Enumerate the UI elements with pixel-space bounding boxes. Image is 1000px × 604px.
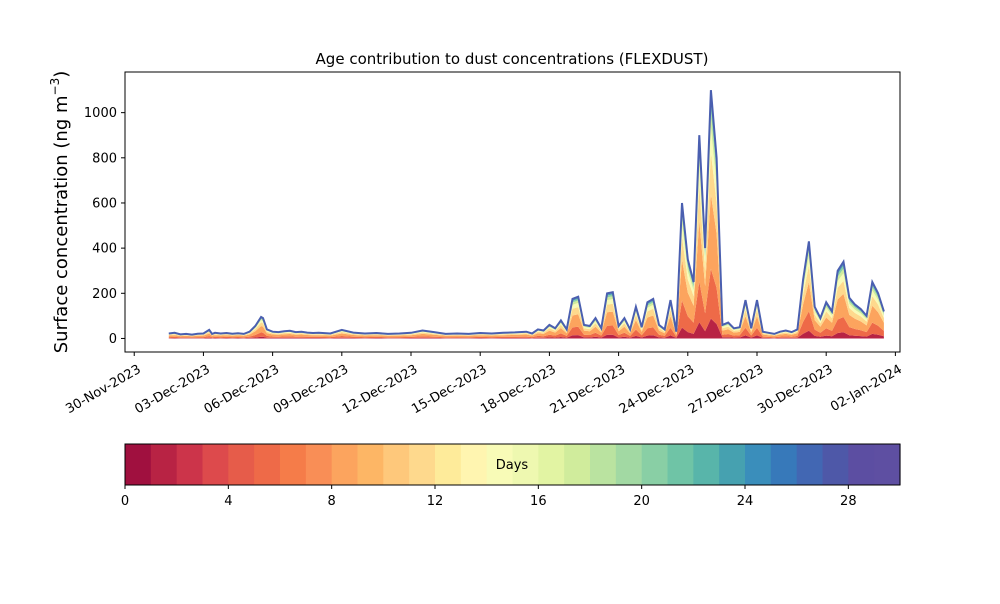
colorbar-tick-label: 12 [427,494,444,509]
y-tick-label: 600 [92,196,117,211]
colorbar-segment [254,444,281,485]
x-tick-label: 24-Dec-2023 [617,362,697,417]
y-tick-label: 800 [92,151,117,166]
y-tick-label: 1000 [84,106,117,121]
plot-frame [124,71,901,353]
colorbar-segment [228,444,255,485]
x-axis: 30-Nov-202303-Dec-202306-Dec-202309-Dec-… [63,352,905,417]
total-concentration-line [168,90,885,336]
colorbar-tick-label: 16 [530,494,547,509]
colorbar-segment [848,444,875,485]
colorbar-frame [124,443,901,486]
colorbar-segment [202,444,229,485]
colorbar-segment [538,444,565,485]
age-layer-9-12 [168,152,884,337]
x-tick-label: 02-Jan-2024 [828,362,905,415]
colorbar-segment [667,444,694,485]
age-layer-27-30 [168,90,884,335]
age-layer-6-9 [168,194,884,338]
y-tick-label: 400 [92,242,117,257]
y-axis-label-superscript: −3 [48,78,62,96]
colorbar-segment [564,444,591,485]
colorbar-segment [590,444,617,485]
colorbar-segment [719,444,746,485]
colorbar-segment [486,444,514,485]
x-tick-label: 30-Dec-2023 [755,362,835,417]
colorbar-tick-label: 20 [633,494,650,509]
colorbar-segment [874,444,901,485]
colorbar-segment [150,444,178,485]
x-tick-label: 12-Dec-2023 [340,362,420,417]
colorbar-segment [770,444,798,485]
colorbar-segment [409,444,436,485]
age-layer-12-15 [168,127,884,336]
age-layer-15-18 [168,112,884,336]
x-tick-label: 27-Dec-2023 [686,362,766,417]
colorbar-tick-label: 0 [121,494,129,509]
colorbar-segment [512,444,539,485]
colorbar-tick-label: 8 [328,494,336,509]
colorbar-segment [305,444,333,485]
age-layer-21-24 [168,96,884,335]
colorbar-segment [357,444,384,485]
y-axis-label-main: Surface concentration (ng m [51,95,72,353]
age-layer-0-3 [168,318,884,339]
colorbar [125,444,901,485]
colorbar-segment [125,444,152,485]
colorbar-segment [176,444,204,485]
x-tick-label: 15-Dec-2023 [409,362,489,417]
y-axis: 0 200 400 600 800 1000 [84,106,125,347]
y-axis-label-close: ) [51,71,72,78]
age-layer-3-6 [168,268,884,339]
colorbar-segment [615,444,643,485]
colorbar-segment [745,444,772,485]
colorbar-label: Days [496,458,529,473]
x-tick-label: 21-Dec-2023 [548,362,628,417]
colorbar-segment [796,444,824,485]
colorbar-axis: 0 4 8 12 16 20 24 28 [121,485,857,509]
colorbar-tick-label: 24 [737,494,754,509]
y-tick-label: 0 [109,332,117,347]
y-axis-label: Surface concentration (ng m−3) [48,71,72,354]
x-tick-label: 06-Dec-2023 [202,362,282,417]
age-layer-18-21 [168,102,884,335]
y-tick-label: 200 [92,287,117,302]
x-tick-label: 18-Dec-2023 [478,362,558,417]
colorbar-segment [460,444,488,485]
colorbar-segment [693,444,720,485]
x-tick-label: 30-Nov-2023 [63,362,143,417]
age-layer-24-27 [168,92,884,335]
colorbar-tick-label: 4 [224,494,232,509]
colorbar-segment [435,444,462,485]
colorbar-segment [280,444,307,485]
colorbar-segment [383,444,410,485]
x-tick-label: 03-Dec-2023 [132,362,212,417]
x-tick-label: 09-Dec-2023 [271,362,351,417]
colorbar-segment [331,444,359,485]
colorbar-segment [641,444,669,485]
colorbar-tick-label: 28 [840,494,857,509]
colorbar-segment [822,444,849,485]
age-layers [168,90,884,339]
chart-title: Age contribution to dust concentrations … [316,50,709,68]
